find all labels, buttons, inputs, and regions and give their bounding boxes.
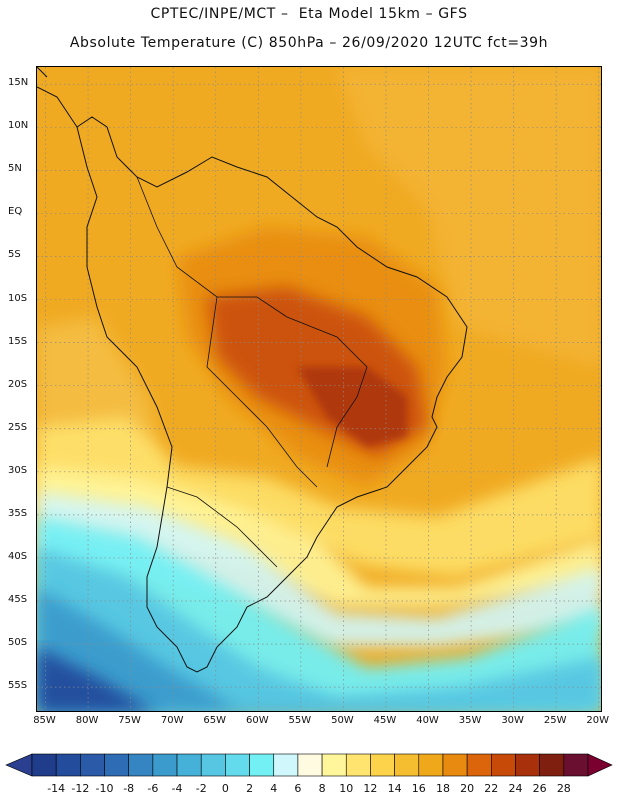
- colorbar-swatch: [563, 753, 589, 777]
- lat-tick-5n: 5N: [8, 163, 22, 175]
- colorbar-swatch: [466, 753, 492, 777]
- colorbar-swatch: [128, 753, 154, 777]
- colorbar-tick-label: -14: [47, 782, 66, 795]
- colorbar-tick-label: -8: [123, 782, 135, 795]
- colorbar-under-arrow: [5, 753, 33, 777]
- colorbar: [5, 753, 613, 777]
- colorbar-swatch: [418, 753, 444, 777]
- colorbar-tick-label: 12: [363, 782, 378, 795]
- field-hottest-core: [297, 367, 407, 447]
- colorbar-tick-label: 4: [270, 782, 278, 795]
- lon-tick-20w: 20W: [586, 715, 610, 726]
- coastline-central-america: [37, 67, 78, 128]
- lon-tick-45w: 45W: [373, 715, 397, 726]
- colorbar-swatch: [394, 753, 420, 777]
- colorbar-swatch: [297, 753, 323, 777]
- lon-tick-40w: 40W: [416, 715, 439, 726]
- colorbar-tick-label: 6: [294, 782, 302, 795]
- colorbar-swatch: [273, 753, 299, 777]
- colorbar-tick-label: 20: [460, 782, 475, 795]
- colorbar-swatch: [370, 753, 395, 777]
- temperature-map: [36, 66, 602, 712]
- colorbar-swatch: [345, 753, 371, 777]
- colorbar-tick-label: 16: [411, 782, 426, 795]
- colorbar-tick-label: 10: [339, 782, 354, 795]
- colorbar-tick-label: -10: [95, 782, 114, 795]
- colorbar-swatch: [225, 753, 250, 777]
- lon-tick-75w: 75W: [118, 715, 141, 726]
- colorbar-swatch: [442, 753, 468, 777]
- colorbar-tick-label: -6: [147, 782, 159, 795]
- colorbar-over-arrow: [587, 753, 613, 777]
- colorbar-tick-label: 18: [435, 782, 450, 795]
- colorbar-tick-label: -2: [195, 782, 207, 795]
- field-medium-cyan-band: [37, 547, 601, 711]
- lat-tick-25s: 25S: [8, 421, 28, 433]
- colorbar-swatch: [539, 753, 565, 777]
- colorbar-tick-label: 28: [556, 782, 571, 795]
- colorbar-swatch: [152, 753, 178, 777]
- lat-tick-50s: 50S: [8, 637, 28, 649]
- colorbar-swatch: [491, 753, 516, 777]
- lat-tick-10n: 10N: [8, 120, 29, 132]
- colorbar-swatch: [200, 753, 226, 777]
- lat-tick-30s: 30S: [8, 464, 28, 476]
- map-canvas: [37, 67, 601, 711]
- lat-tick-5s: 5S: [8, 249, 21, 261]
- colorbar-swatch: [31, 753, 57, 777]
- field-light-cyan-band: [37, 492, 601, 647]
- lat-tick-55s: 55S: [8, 680, 28, 692]
- colorbar-tick-label: 8: [318, 782, 326, 795]
- lon-tick-65w: 65W: [203, 715, 227, 726]
- field-dark-blue-corner: [37, 647, 154, 711]
- lat-tick-35s: 35S: [8, 507, 28, 519]
- chart-title-line2: Absolute Temperature (C) 850hPa – 26/09/…: [69, 35, 549, 51]
- colorbar-swatch: [321, 753, 347, 777]
- lat-tick-15s: 15S: [8, 335, 28, 347]
- colorbar-swatch: [104, 753, 129, 777]
- field-north-atlantic: [337, 67, 601, 367]
- lon-tick-30w: 30W: [501, 715, 524, 726]
- country-borders: [136, 176, 368, 568]
- lat-tick-15n: 15N: [8, 77, 29, 89]
- colorbar-swatch: [80, 753, 105, 777]
- colorbar-swatch: [176, 753, 202, 777]
- coastline-south-america: [76, 116, 468, 673]
- colorbar-tick-label: 26: [532, 782, 547, 795]
- lon-tick-50w: 50W: [331, 715, 354, 726]
- lon-tick-35w: 35W: [458, 715, 482, 726]
- colorbar-tick-label: 0: [221, 782, 229, 795]
- colorbar-swatch: [515, 753, 540, 777]
- lon-tick-85w: 85W: [33, 715, 56, 726]
- chart-title-line1: CPTEC/INPE/MCT – Eta Model 15km – GFS: [150, 6, 468, 22]
- lat-tick-10s: 10S: [8, 292, 28, 304]
- lat-tick-20s: 20S: [8, 378, 28, 390]
- lon-tick-70w: 70W: [160, 715, 184, 726]
- colorbar-tick-label: -12: [71, 782, 90, 795]
- lat-tick-eq: EQ: [8, 206, 23, 218]
- lon-tick-80w: 80W: [75, 715, 99, 726]
- field-pale-yellow-band: [37, 467, 601, 607]
- colorbar-tick-label: 22: [484, 782, 499, 795]
- lon-tick-55w: 55W: [288, 715, 312, 726]
- lon-tick-60w: 60W: [245, 715, 269, 726]
- field-blue-band: [37, 587, 481, 711]
- colorbar-tick-label: 24: [508, 782, 523, 795]
- lat-tick-45s: 45S: [8, 594, 28, 606]
- lat-tick-40s: 40S: [8, 550, 28, 562]
- field-yellow-band: [37, 417, 601, 577]
- colorbar-tick-label: 2: [246, 782, 254, 795]
- colorbar-swatch: [249, 753, 275, 777]
- colorbar-swatch: [55, 753, 81, 777]
- lon-tick-25w: 25W: [543, 715, 567, 726]
- colorbar-tick-label: -4: [171, 782, 183, 795]
- colorbar-tick-label: 14: [387, 782, 402, 795]
